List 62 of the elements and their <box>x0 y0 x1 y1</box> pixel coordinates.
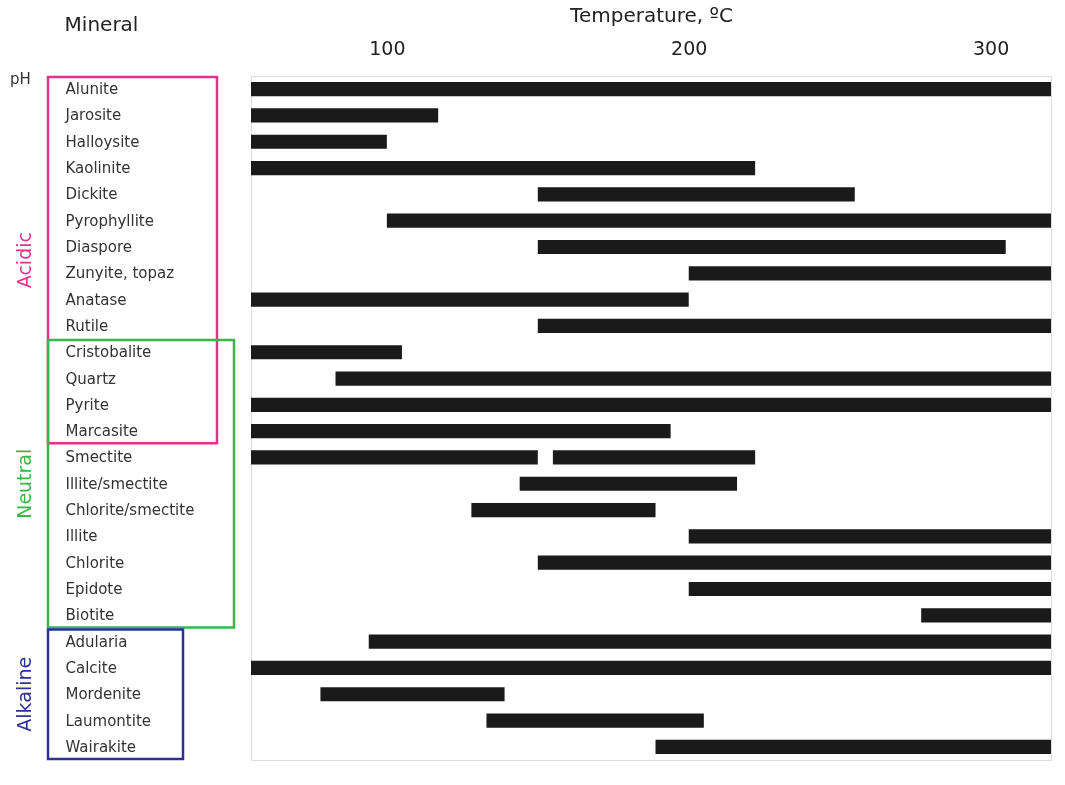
y-tick-label: Pyrophyllite <box>65 211 154 230</box>
bar <box>688 266 1051 281</box>
y-tick-label: Smectite <box>65 448 133 467</box>
y-tick-label: Illite/smectite <box>65 474 168 493</box>
bar <box>537 555 1051 570</box>
y-tick-label: Jarosite <box>64 106 122 125</box>
y-tick-label: Epidote <box>65 580 123 598</box>
y-tick-label: Kaolinite <box>65 159 131 178</box>
text: Neutral <box>13 448 35 519</box>
y-axis-title: Mineral <box>64 11 139 36</box>
y-tick-label: Zunyite, topaz <box>65 264 175 283</box>
y-tick-label: Mordenite <box>65 685 142 704</box>
bar <box>688 581 1051 597</box>
bar <box>486 713 704 728</box>
y-tick-label: Quartz <box>65 369 117 388</box>
bar <box>251 450 538 465</box>
y-tick-label: Halloysite <box>65 132 140 151</box>
bar <box>471 502 656 518</box>
y-tick-label: Diaspore <box>65 238 132 256</box>
bar <box>921 608 1051 623</box>
y-tick-label: Anatase <box>65 290 127 309</box>
bar <box>537 239 1006 255</box>
y-tick-label: Biotite <box>65 606 115 625</box>
bar <box>537 318 1051 334</box>
bar <box>251 660 1051 676</box>
text: Alkaline <box>13 656 35 732</box>
y-tick-label: Marcasite <box>65 422 139 441</box>
text: pH <box>10 69 31 88</box>
bar <box>386 213 1051 228</box>
y-tick-label: Adularia <box>65 632 128 651</box>
y-tick-label: Dickite <box>65 185 118 204</box>
bar <box>655 739 1051 754</box>
bar <box>519 476 738 491</box>
y-tick-label: Calcite <box>65 658 117 677</box>
y-tick-label: Chlorite/smectite <box>65 501 195 520</box>
bar <box>251 82 1051 97</box>
y-tick-label: Cristobalite <box>65 343 152 362</box>
y-tick-label: Illite <box>65 527 98 546</box>
y-tick-label: Laumontite <box>65 711 152 730</box>
bar <box>537 187 855 202</box>
y-tick-label: Alunite <box>65 80 119 99</box>
x-axis-title: Temperature, ºC <box>569 2 733 27</box>
y-tick-label: Rutile <box>65 316 109 335</box>
text: Acidic <box>13 232 35 289</box>
bar <box>251 134 387 149</box>
bar <box>368 634 1051 649</box>
bar <box>320 687 505 702</box>
bar <box>251 424 671 439</box>
x-tick-label: 300 <box>972 36 1010 59</box>
bar <box>251 292 689 307</box>
y-tick-label: Pyrite <box>65 395 109 414</box>
bar <box>688 529 1051 544</box>
x-tick-label: 200 <box>671 36 708 59</box>
bar <box>552 450 756 465</box>
x-tick-label: 100 <box>369 36 406 59</box>
bar <box>335 371 1051 386</box>
bar <box>251 160 756 176</box>
y-tick-label: Wairakite <box>65 737 137 756</box>
bar <box>251 108 439 123</box>
bar <box>251 345 402 360</box>
y-tick-label: Chlorite <box>65 553 125 572</box>
bar <box>251 397 1051 412</box>
